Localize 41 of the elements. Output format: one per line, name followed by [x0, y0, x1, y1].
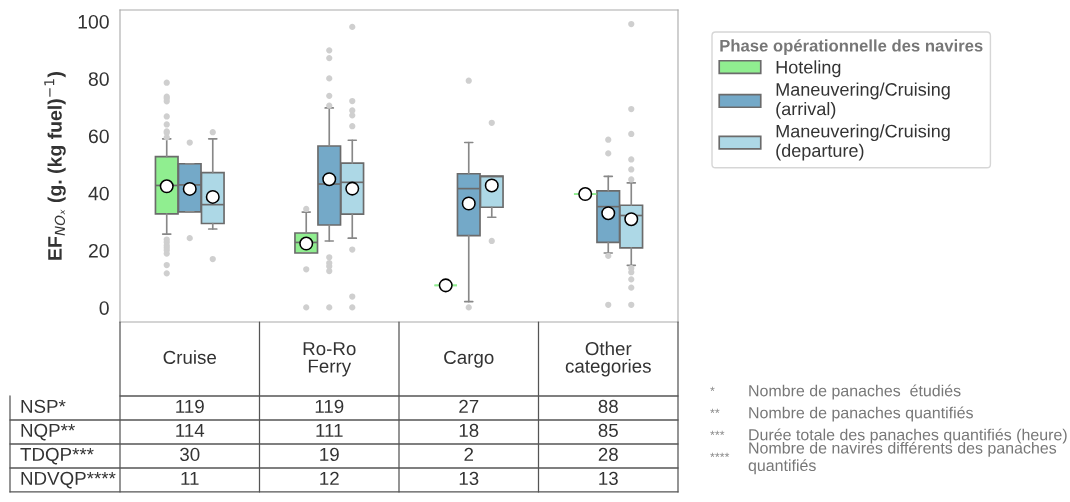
- text: 119: [315, 399, 344, 414]
- text: Nombre de panaches quantifiés: [749, 406, 973, 422]
- text: TDQP***: [20, 447, 94, 465]
- text: 18: [459, 423, 479, 438]
- text: 13: [599, 471, 618, 486]
- text: 88: [598, 399, 618, 414]
- text: ***: [710, 430, 725, 436]
- text: 111: [316, 423, 343, 437]
- text: Nombre de panaches étudiés: [749, 384, 961, 400]
- y-axis-title: EF$_{NOₓ}$ (g. (kg fuel)$^{−1}$): [44, 72, 66, 260]
- x-tick-label: Cruise: [163, 350, 217, 365]
- y-tick-label: 40: [88, 186, 109, 201]
- x-tick-label: Cargo: [444, 350, 494, 368]
- y-tick-label: 20: [88, 243, 109, 258]
- text: ****: [710, 452, 730, 458]
- text: 11: [181, 471, 199, 485]
- text: 13: [459, 471, 479, 486]
- legend-title: Phase opérationnelle des navires: [720, 39, 983, 55]
- text: 2: [464, 447, 474, 461]
- legend-label: Maneuvering/Cruising (departure): [776, 124, 950, 161]
- text: NQP**: [21, 423, 75, 441]
- text: NDVQP****: [21, 471, 116, 489]
- x-tick-label: Other categories: [565, 341, 651, 377]
- y-tick-label: 100: [78, 14, 109, 29]
- text: *: [710, 386, 715, 392]
- legend-label: Maneuvering/Cruising (arrival): [776, 82, 950, 119]
- text: 19: [320, 447, 339, 462]
- text: 12: [320, 471, 339, 485]
- y-tick-label: 0: [99, 301, 109, 315]
- text: **: [710, 408, 720, 414]
- y-tick-label: 80: [88, 72, 109, 86]
- text: NSP*: [21, 399, 66, 414]
- text: 28: [598, 447, 618, 462]
- text: 85: [598, 423, 618, 438]
- legend-label: Hoteling: [776, 60, 841, 78]
- text: 119: [176, 399, 204, 414]
- text: 114: [176, 423, 205, 437]
- x-tick-label: Ro-Ro Ferry: [303, 342, 356, 377]
- text: 27: [459, 399, 479, 413]
- y-tick-label: 60: [88, 129, 109, 144]
- text: 30: [180, 447, 200, 462]
